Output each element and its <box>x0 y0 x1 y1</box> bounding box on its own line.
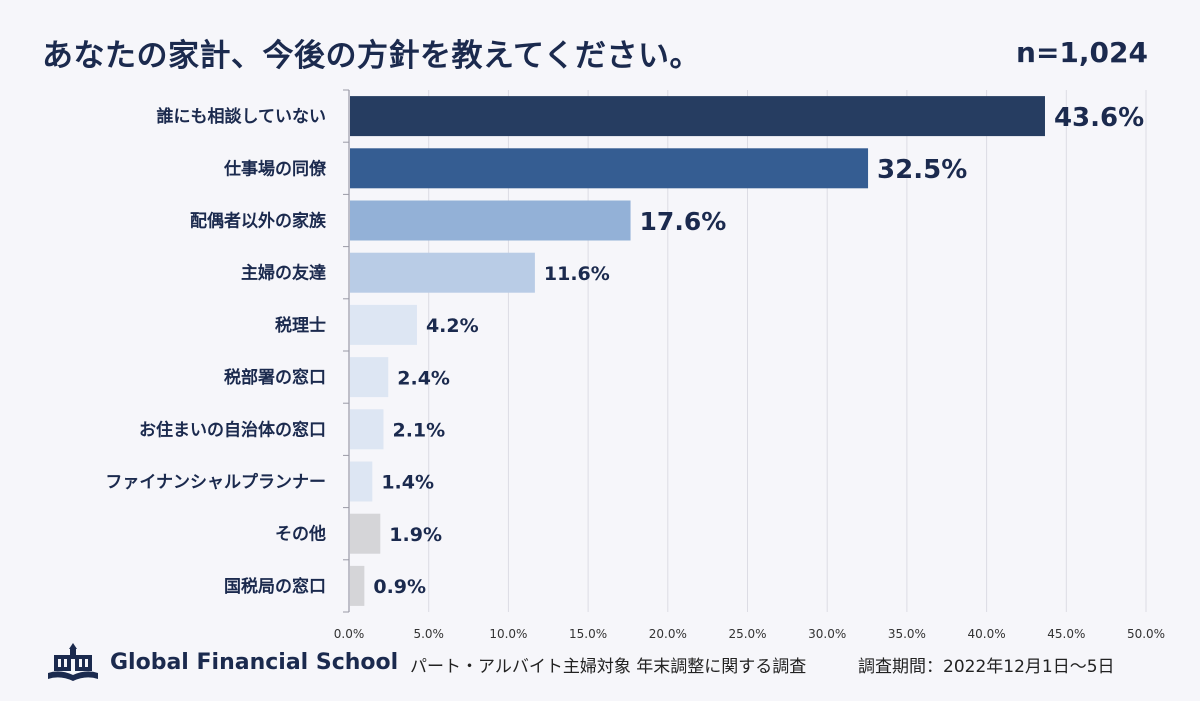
value-label: 32.5% <box>877 155 967 185</box>
x-tick-label: 50.0% <box>1127 627 1165 641</box>
bar <box>350 200 631 241</box>
value-label: 1.9% <box>389 524 442 546</box>
value-label: 4.2% <box>426 315 479 337</box>
category-label: その他 <box>275 524 326 545</box>
bar <box>350 565 365 606</box>
survey-period: 調査期間：2022年12月1日〜5日 <box>858 657 1115 677</box>
bar <box>350 513 381 554</box>
x-tick-label: 30.0% <box>808 627 846 641</box>
bar <box>350 148 869 189</box>
x-tick-label: 0.0% <box>334 627 365 641</box>
category-label: 税部署の窓口 <box>224 367 326 388</box>
logo-text: Global Financial School <box>110 649 399 675</box>
x-tick-label: 20.0% <box>649 627 687 641</box>
value-label: 2.4% <box>397 367 450 389</box>
category-label: 主婦の友達 <box>241 263 326 284</box>
school-building-icon <box>48 643 98 681</box>
bar <box>350 409 384 450</box>
x-tick-label: 35.0% <box>888 627 926 641</box>
category-label: 国税局の窓口 <box>224 576 326 597</box>
bar <box>350 461 373 502</box>
bar <box>350 96 1045 137</box>
bar <box>350 304 417 345</box>
category-label: 配偶者以外の家族 <box>190 211 327 232</box>
value-label: 2.1% <box>392 420 445 442</box>
x-tick-label: 40.0% <box>968 627 1006 641</box>
category-label: 誰にも相談していない <box>157 106 327 127</box>
bar <box>350 357 389 398</box>
category-label: 仕事場の同僚 <box>223 158 327 179</box>
x-tick-label: 10.0% <box>489 627 527 641</box>
x-tick-label: 5.0% <box>413 627 444 641</box>
value-label: 17.6% <box>640 207 727 236</box>
category-label: 税理士 <box>275 315 326 336</box>
chart-title: あなたの家計、今後の方針を教えてください。 <box>42 38 702 74</box>
value-label: 11.6% <box>544 263 610 285</box>
category-label: お住まいの自治体の窓口 <box>139 419 326 440</box>
x-tick-label: 25.0% <box>728 627 766 641</box>
sample-size: n=1,024 <box>1016 36 1148 69</box>
survey-note: パート・アルバイト主婦対象 年末調整に関する調査 <box>410 657 807 677</box>
x-tick-label: 15.0% <box>569 627 607 641</box>
value-label: 1.4% <box>381 472 434 494</box>
bar <box>350 252 535 293</box>
value-label: 43.6% <box>1054 103 1144 133</box>
footer-logo: Global Financial School <box>46 640 398 684</box>
value-label: 0.9% <box>373 576 426 598</box>
x-tick-label: 45.0% <box>1047 627 1085 641</box>
category-label: ファイナンシャルプランナー <box>105 472 326 493</box>
